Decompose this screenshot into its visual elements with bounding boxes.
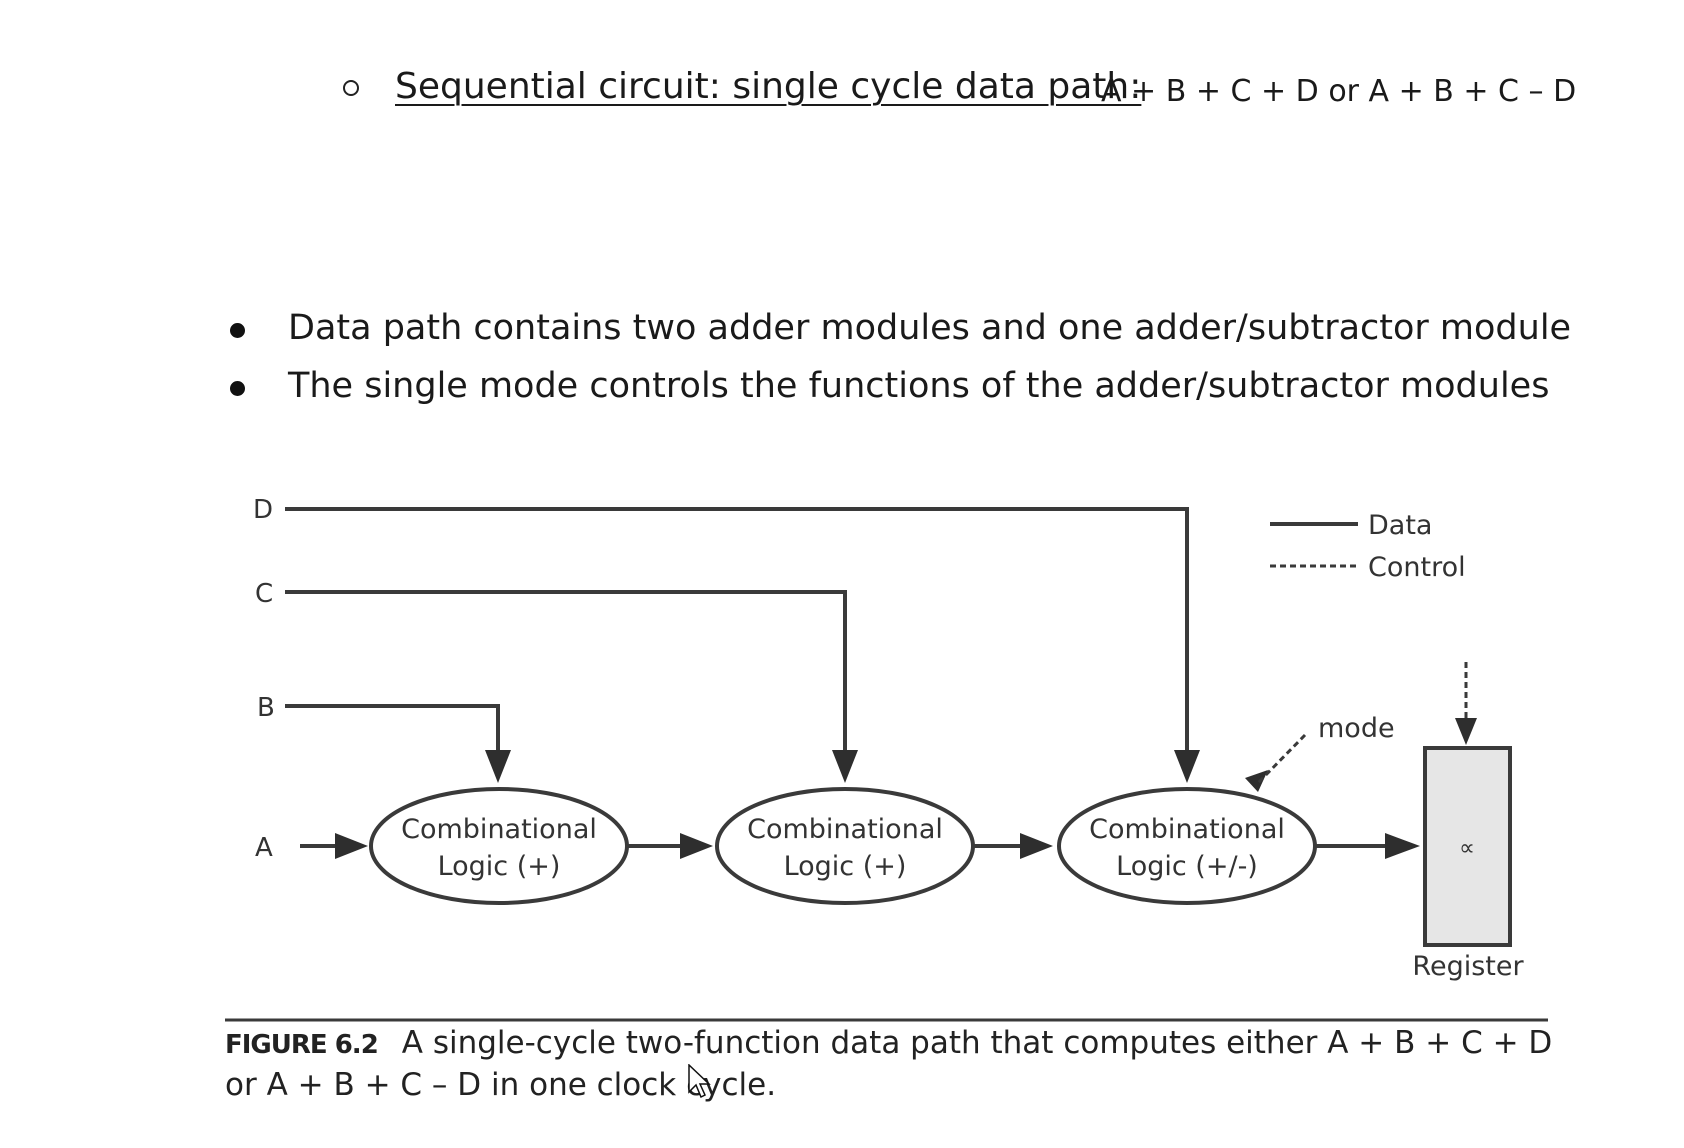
register-symbol: ∝ [1459,836,1475,861]
bullet-dot-icon [230,323,245,338]
mode-label: mode [1318,713,1395,744]
arrowhead-clock [1455,718,1477,745]
block-2-line2: Logic (+) [784,851,907,882]
block-3-line1: Combinational [1089,814,1285,845]
bullet-text: Data path contains two adder modules and… [288,308,1572,348]
input-label-b: B [257,693,275,723]
caption-text: A single-cycle two-function data path th… [225,1025,1553,1103]
wire-c [285,590,847,760]
bullet-text: The single mode controls the functions o… [288,366,1550,406]
register-box [1423,746,1512,947]
arrowhead-b [485,750,511,783]
mouse-pointer-icon [688,1064,711,1099]
wire-b [285,704,500,760]
figure-caption: FIGURE 6.2 A single-cycle two-function da… [225,1023,1555,1105]
legend-control-label: Control [1368,552,1466,583]
arrowhead-b1 [680,833,713,859]
input-label-c: C [255,579,273,609]
legend-data-label: Data [1368,510,1432,541]
block-1-line2: Logic (+) [438,851,561,882]
logic-block-3 [1057,787,1317,905]
input-label-a: A [255,833,273,863]
arrowhead-c [832,750,858,783]
input-label-d: D [253,495,273,525]
block-2-line1: Combinational [747,814,943,845]
arrowhead-d [1174,750,1200,783]
arrowhead-reg [1385,833,1420,859]
hollow-bullet-icon [343,80,359,96]
arrowhead-mode [1245,770,1268,792]
mode-control-line [1256,733,1307,785]
block-1-line1: Combinational [401,814,597,845]
logic-block-1 [369,787,629,905]
figure-number: FIGURE 6.2 [225,1030,379,1060]
logic-block-2 [715,787,975,905]
register-label: Register [1412,951,1524,982]
bullet-dot-icon [230,381,245,396]
wire-d [285,507,1189,760]
arrowhead-b2 [1020,833,1053,859]
heading-formula: A + B + C + D or A + B + C – D [1101,74,1577,109]
arrowhead-a [335,833,368,859]
block-3-line2: Logic (+/-) [1116,851,1258,882]
heading-title: Sequential circuit: single cycle data pa… [395,66,1142,107]
